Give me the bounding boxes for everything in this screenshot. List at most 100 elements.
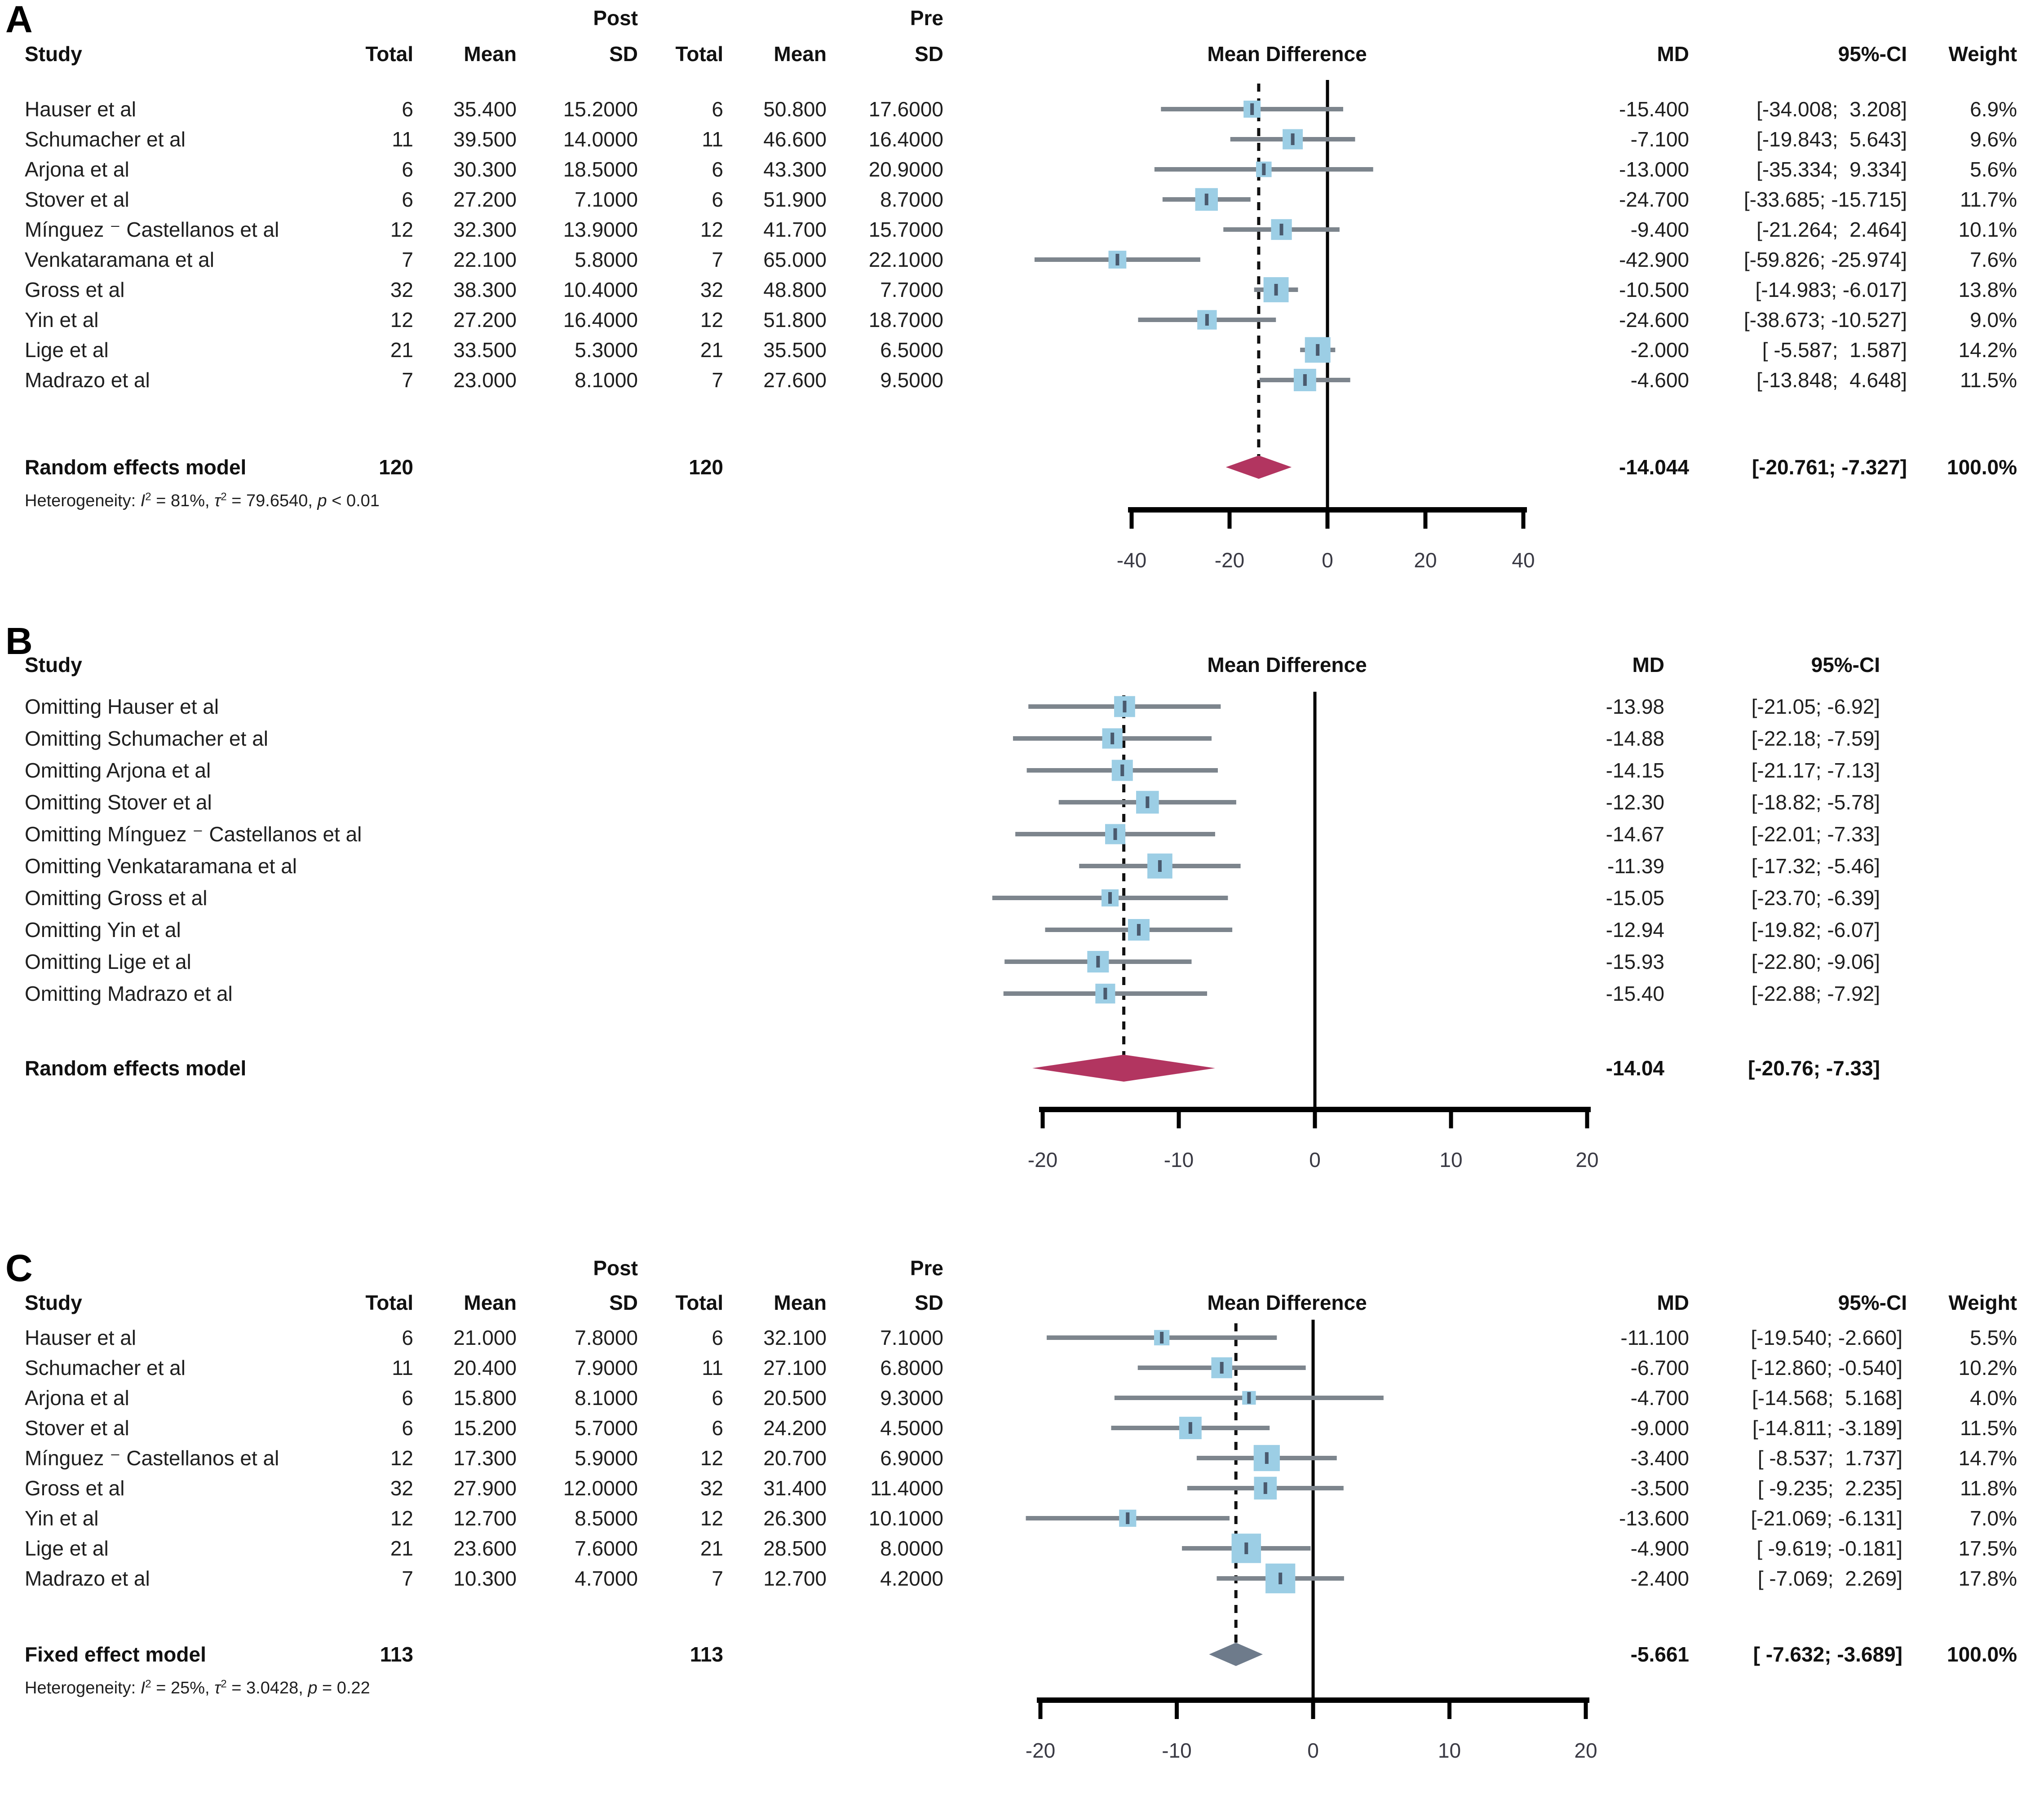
point-marker bbox=[1096, 956, 1100, 968]
cell-mean-pre: 12.700 bbox=[763, 1567, 827, 1590]
cell-mean-post: 38.300 bbox=[453, 278, 517, 301]
cell-mean-post: 20.400 bbox=[453, 1356, 517, 1379]
study-row: Madrazo et al 7 23.000 8.1000 7 27.600 9.5000 -… bbox=[0, 367, 2044, 398]
cell-study: Mínguez ⁻ Castellanos et al bbox=[25, 1446, 279, 1470]
x-axis-tick-label: -10 bbox=[1162, 1739, 1191, 1762]
cell-mean-post: 15.800 bbox=[453, 1386, 517, 1410]
cell-mean-post: 15.200 bbox=[453, 1416, 517, 1440]
study-row: Hauser et al 6 35.400 15.2000 6 50.800 17.6000… bbox=[0, 97, 2044, 127]
study-row: Omitting Madrazo et al -15.40 [-22.88; -7.… bbox=[0, 981, 2044, 1013]
cell-weight: 11.5% bbox=[1960, 1416, 2017, 1440]
cell-weight: 10.2% bbox=[1958, 1356, 2017, 1379]
cell-ci: [-21.17; -7.13] bbox=[1751, 759, 1880, 782]
cell-ci: [-19.82; -6.07] bbox=[1751, 918, 1880, 941]
x-axis-tick-label: -20 bbox=[1028, 1148, 1057, 1171]
cell-weight: 11.7% bbox=[1960, 188, 2017, 211]
cell-total-post: 21 bbox=[390, 338, 413, 362]
cell-study: Omitting Madrazo et al bbox=[25, 982, 233, 1005]
cell-sd-post: 4.7000 bbox=[575, 1567, 638, 1590]
cell-sd-post: 8.1000 bbox=[575, 368, 638, 392]
cell-md: -15.400 bbox=[1619, 97, 1689, 121]
cell-sd-post: 7.9000 bbox=[575, 1356, 638, 1379]
cell-mean-pre: 48.800 bbox=[763, 278, 827, 301]
cell-md: -11.100 bbox=[1620, 1326, 1689, 1349]
cell-sd-pre: 7.7000 bbox=[880, 278, 943, 301]
cell-total-pre: 12 bbox=[700, 218, 723, 241]
cell-ci: [-59.826; -25.974] bbox=[1743, 248, 1907, 271]
cell-sd-post: 5.7000 bbox=[575, 1416, 638, 1440]
cell-total-post: 12 bbox=[390, 308, 413, 331]
x-axis-tick-label: 10 bbox=[1438, 1739, 1461, 1762]
point-marker bbox=[1316, 344, 1320, 356]
cell-md: -14.88 bbox=[1606, 727, 1664, 750]
col-mean-pre: Mean bbox=[774, 1291, 827, 1314]
cell-sd-post: 15.2000 bbox=[563, 97, 638, 121]
stat-exponent: 2 bbox=[145, 1678, 151, 1690]
study-row: Hauser et al 6 21.000 7.8000 6 32.100 7.1000 -1… bbox=[0, 1325, 2044, 1355]
cell-model-label: Random effects model bbox=[25, 455, 247, 479]
study-row: Omitting Hauser et al -13.98 [-21.05; -6.9… bbox=[0, 694, 2044, 726]
cell-mean-pre: 51.900 bbox=[763, 188, 827, 211]
cell-ci: [-21.05; -6.92] bbox=[1751, 695, 1880, 718]
cell-mean-pre: 27.600 bbox=[763, 368, 827, 392]
cell-ci: [-38.673; -10.527] bbox=[1743, 308, 1907, 331]
cell-sd-pre: 8.7000 bbox=[880, 188, 943, 211]
study-row: Stover et al 6 15.200 5.7000 6 24.200 4.5000 -9… bbox=[0, 1415, 2044, 1445]
cell-md: -6.700 bbox=[1630, 1356, 1689, 1379]
cell-model-label: Random effects model bbox=[25, 1056, 247, 1080]
cell-sd-pre: 6.5000 bbox=[880, 338, 943, 362]
col-weight: Weight bbox=[1948, 1291, 2017, 1314]
cell-sd-pre: 6.9000 bbox=[880, 1446, 943, 1470]
study-row: Arjona et al 6 30.300 18.5000 6 43.300 20.9000… bbox=[0, 157, 2044, 187]
cell-mean-pre: 50.800 bbox=[763, 97, 827, 121]
study-row: Omitting Yin et al -12.94 [-19.82; -6.07] bbox=[0, 917, 2044, 949]
cell-study: Hauser et al bbox=[25, 1326, 137, 1349]
study-row: Omitting Venkataramana et al -11.39 [-17.3… bbox=[0, 853, 2044, 885]
cell-md: -4.900 bbox=[1630, 1537, 1689, 1560]
col-md: MD bbox=[1657, 42, 1689, 66]
cell-weight: 9.0% bbox=[1970, 308, 2017, 331]
col-study: Study bbox=[25, 42, 82, 66]
col-md: MD bbox=[1632, 653, 1664, 676]
cell-study: Yin et al bbox=[25, 1507, 99, 1530]
col-group-pre: Pre bbox=[910, 1256, 943, 1280]
heterogeneity-prefix: Heterogeneity: bbox=[25, 491, 141, 510]
cell-mean-post: 27.900 bbox=[453, 1476, 517, 1500]
cell-total-post: 7 bbox=[402, 368, 413, 392]
cell-study: Stover et al bbox=[25, 1416, 129, 1440]
point-marker bbox=[1291, 133, 1295, 145]
cell-sd-post: 7.8000 bbox=[575, 1326, 638, 1349]
cell-weight: 4.0% bbox=[1970, 1386, 2017, 1410]
cell-ci: [-33.685; -15.715] bbox=[1743, 188, 1907, 211]
cell-sd-pre: 4.5000 bbox=[880, 1416, 943, 1440]
cell-sd-post: 7.6000 bbox=[575, 1537, 638, 1560]
cell-total-pre: 7 bbox=[712, 368, 723, 392]
cell-md: -14.04 bbox=[1606, 1056, 1664, 1080]
cell-total-pre: 6 bbox=[712, 1386, 723, 1410]
cell-md: -10.500 bbox=[1619, 278, 1689, 301]
panel-b-letter: B bbox=[5, 620, 33, 662]
cell-sd-post: 16.4000 bbox=[563, 308, 638, 331]
cell-study: Stover et al bbox=[25, 188, 129, 211]
stat-symbol: I bbox=[140, 1679, 146, 1697]
cell-weight: 5.6% bbox=[1970, 158, 2017, 181]
x-axis-tick-label: 0 bbox=[1309, 1148, 1321, 1171]
cell-total-post: 6 bbox=[402, 158, 413, 181]
cell-mean-pre: 20.500 bbox=[763, 1386, 827, 1410]
cell-md: -12.30 bbox=[1606, 791, 1664, 814]
col-md: MD bbox=[1657, 1291, 1689, 1314]
cell-ci: [-22.01; -7.33] bbox=[1751, 822, 1880, 846]
cell-total-post: 6 bbox=[402, 1326, 413, 1349]
panel-c-letter: C bbox=[5, 1247, 33, 1289]
cell-mean-post: 32.300 bbox=[453, 218, 517, 241]
col-mean-post: Mean bbox=[464, 1291, 517, 1314]
cell-study: Omitting Mínguez ⁻ Castellanos et al bbox=[25, 822, 362, 846]
cell-mean-post: 30.300 bbox=[453, 158, 517, 181]
cell-ci: [-19.843; 5.643] bbox=[1756, 128, 1907, 151]
cell-sd-post: 18.5000 bbox=[563, 158, 638, 181]
cell-mean-pre: 20.700 bbox=[763, 1446, 827, 1470]
col-total-pre: Total bbox=[675, 42, 723, 66]
cell-weight: 6.9% bbox=[1970, 97, 2017, 121]
